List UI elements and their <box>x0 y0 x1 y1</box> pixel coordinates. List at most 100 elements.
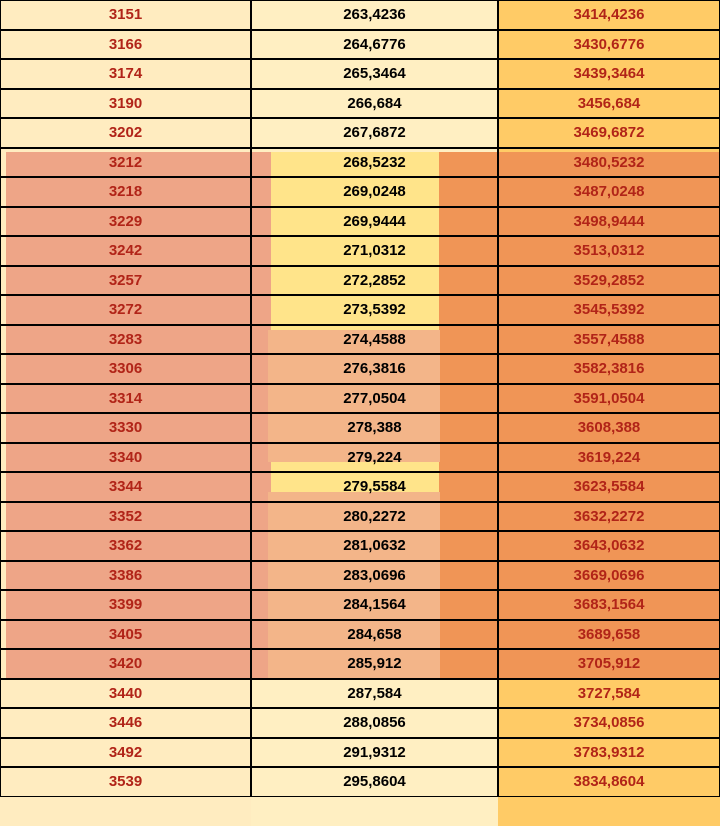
cell-col1: 3405 <box>0 620 251 650</box>
cell-col2: 284,1564 <box>251 590 498 620</box>
table-row: 3386283,06963669,0696 <box>0 561 720 591</box>
cell-col1: 3344 <box>0 472 251 502</box>
cell-col1: 3440 <box>0 679 251 709</box>
cell-col1: 3272 <box>0 295 251 325</box>
cell-col2: 288,0856 <box>251 708 498 738</box>
cell-col1: 3386 <box>0 561 251 591</box>
table-row: 3352280,22723632,2272 <box>0 502 720 532</box>
table-row: 3539295,86043834,8604 <box>0 767 720 797</box>
cell-col1: 3399 <box>0 590 251 620</box>
table-row: 3440287,5843727,584 <box>0 679 720 709</box>
table-row: 3314277,05043591,0504 <box>0 384 720 414</box>
cell-col3: 3582,3816 <box>498 354 720 384</box>
cell-col3: 3414,4236 <box>498 0 720 30</box>
cell-col3: 3480,5232 <box>498 148 720 178</box>
cell-col2: 265,3464 <box>251 59 498 89</box>
cell-col3: 3469,6872 <box>498 118 720 148</box>
cell-col2: 263,4236 <box>251 0 498 30</box>
cell-col2: 267,6872 <box>251 118 498 148</box>
cell-col3: 3834,8604 <box>498 767 720 797</box>
cell-col2: 295,8604 <box>251 767 498 797</box>
cell-col3: 3439,3464 <box>498 59 720 89</box>
cell-col1: 3314 <box>0 384 251 414</box>
cell-col1: 3362 <box>0 531 251 561</box>
table-row: 3242271,03123513,0312 <box>0 236 720 266</box>
table-row: 3330278,3883608,388 <box>0 413 720 443</box>
table-row: 3283274,45883557,4588 <box>0 325 720 355</box>
cell-col1: 3420 <box>0 649 251 679</box>
cell-col3: 3498,9444 <box>498 207 720 237</box>
table-row: 3362281,06323643,0632 <box>0 531 720 561</box>
cell-col1: 3242 <box>0 236 251 266</box>
cell-col2: 269,0248 <box>251 177 498 207</box>
cell-col2: 268,5232 <box>251 148 498 178</box>
table-row: 3212268,52323480,5232 <box>0 148 720 178</box>
cell-col2: 279,224 <box>251 443 498 473</box>
cell-col3: 3430,6776 <box>498 30 720 60</box>
data-table: 3151263,42363414,42363166264,67763430,67… <box>0 0 720 797</box>
cell-col3: 3734,0856 <box>498 708 720 738</box>
cell-col2: 266,684 <box>251 89 498 119</box>
cell-col2: 272,2852 <box>251 266 498 296</box>
cell-col3: 3632,2272 <box>498 502 720 532</box>
table-row: 3257272,28523529,2852 <box>0 266 720 296</box>
cell-col1: 3446 <box>0 708 251 738</box>
cell-col2: 264,6776 <box>251 30 498 60</box>
table-row: 3174265,34643439,3464 <box>0 59 720 89</box>
cell-col2: 273,5392 <box>251 295 498 325</box>
cell-col2: 269,9444 <box>251 207 498 237</box>
cell-col3: 3623,5584 <box>498 472 720 502</box>
cell-col3: 3619,224 <box>498 443 720 473</box>
cell-col2: 281,0632 <box>251 531 498 561</box>
cell-col1: 3352 <box>0 502 251 532</box>
cell-col3: 3591,0504 <box>498 384 720 414</box>
cell-col2: 287,584 <box>251 679 498 709</box>
table-row: 3218269,02483487,0248 <box>0 177 720 207</box>
cell-col3: 3683,1564 <box>498 590 720 620</box>
cell-col1: 3166 <box>0 30 251 60</box>
table-row: 3229269,94443498,9444 <box>0 207 720 237</box>
cell-col3: 3689,658 <box>498 620 720 650</box>
cell-col2: 271,0312 <box>251 236 498 266</box>
cell-col2: 280,2272 <box>251 502 498 532</box>
cell-col3: 3513,0312 <box>498 236 720 266</box>
table-row: 3166264,67763430,6776 <box>0 30 720 60</box>
cell-col2: 283,0696 <box>251 561 498 591</box>
cell-col1: 3283 <box>0 325 251 355</box>
cell-col1: 3306 <box>0 354 251 384</box>
table-row: 3272273,53923545,5392 <box>0 295 720 325</box>
cell-col2: 279,5584 <box>251 472 498 502</box>
cell-col1: 3212 <box>0 148 251 178</box>
cell-col2: 284,658 <box>251 620 498 650</box>
page: 3151263,42363414,42363166264,67763430,67… <box>0 0 720 826</box>
table-row: 3492291,93123783,9312 <box>0 738 720 768</box>
cell-col1: 3330 <box>0 413 251 443</box>
table-row: 3202267,68723469,6872 <box>0 118 720 148</box>
cell-col2: 276,3816 <box>251 354 498 384</box>
cell-col1: 3202 <box>0 118 251 148</box>
table-row: 3190266,6843456,684 <box>0 89 720 119</box>
cell-col3: 3783,9312 <box>498 738 720 768</box>
cell-col1: 3257 <box>0 266 251 296</box>
cell-col3: 3456,684 <box>498 89 720 119</box>
table-row: 3446288,08563734,0856 <box>0 708 720 738</box>
table-row: 3399284,15643683,1564 <box>0 590 720 620</box>
cell-col1: 3539 <box>0 767 251 797</box>
cell-col3: 3643,0632 <box>498 531 720 561</box>
cell-col1: 3174 <box>0 59 251 89</box>
table-row: 3344279,55843623,5584 <box>0 472 720 502</box>
cell-col2: 291,9312 <box>251 738 498 768</box>
cell-col1: 3218 <box>0 177 251 207</box>
table-row: 3340279,2243619,224 <box>0 443 720 473</box>
cell-col1: 3190 <box>0 89 251 119</box>
cell-col2: 285,912 <box>251 649 498 679</box>
cell-col3: 3557,4588 <box>498 325 720 355</box>
table-row: 3420285,9123705,912 <box>0 649 720 679</box>
cell-col2: 278,388 <box>251 413 498 443</box>
cell-col3: 3529,2852 <box>498 266 720 296</box>
cell-col1: 3151 <box>0 0 251 30</box>
cell-col3: 3545,5392 <box>498 295 720 325</box>
cell-col2: 274,4588 <box>251 325 498 355</box>
cell-col1: 3229 <box>0 207 251 237</box>
table-row: 3151263,42363414,4236 <box>0 0 720 30</box>
